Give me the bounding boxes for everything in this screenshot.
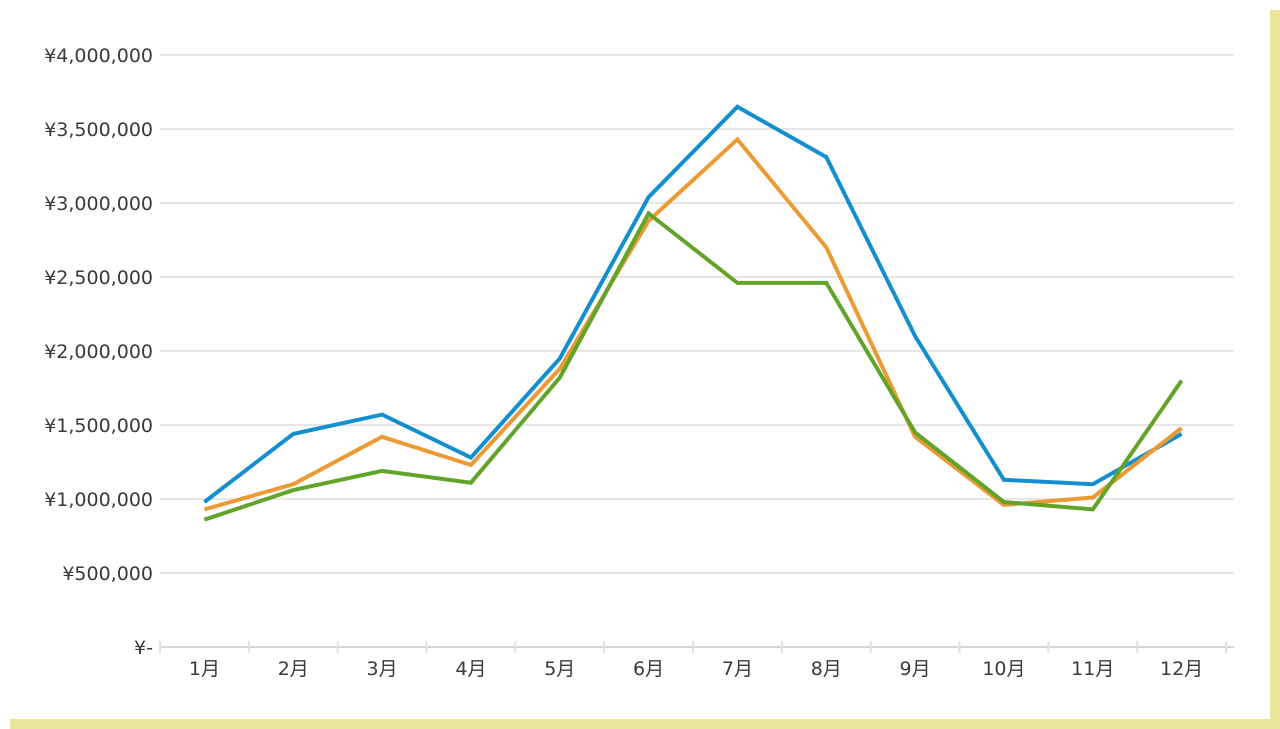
x-tick-label: 10月 — [982, 658, 1025, 680]
y-tick-label: ¥3,000,000 — [44, 193, 153, 215]
series-line-1 — [203, 104, 1183, 504]
y-tick-label: ¥2,500,000 — [44, 267, 153, 289]
x-axis — [159, 641, 1234, 653]
y-tick-label: ¥3,500,000 — [44, 119, 153, 141]
y-tick-label: ¥1,500,000 — [44, 415, 153, 437]
y-axis-labels: ¥- ¥500,000 ¥1,000,000 ¥1,500,000 ¥2,000,000… — [44, 45, 153, 659]
series-line-2 — [203, 136, 1183, 512]
x-axis-labels: 1月 2月 3月 4月 5月 6月 7月 8月 9月 10月 11月 12月 — [189, 658, 1203, 680]
card-shadow-right — [1270, 10, 1280, 729]
y-tick-label: ¥2,000,000 — [44, 341, 153, 363]
x-tick-label: 11月 — [1071, 658, 1114, 680]
chart-card: ¥- ¥500,000 ¥1,000,000 ¥1,500,000 ¥2,000,000… — [44, 45, 1234, 680]
x-tick-label: 1月 — [189, 658, 220, 680]
x-tick-label: 7月 — [722, 658, 753, 680]
y-tick-label: ¥4,000,000 — [44, 45, 153, 67]
x-tick-label: 4月 — [455, 658, 486, 680]
card-shadow-bottom — [10, 719, 1280, 729]
series-line-3 — [203, 210, 1184, 522]
series-lines — [203, 104, 1184, 522]
x-tick-label: 6月 — [633, 658, 664, 680]
y-tick-label: ¥- — [134, 637, 153, 659]
x-tick-label: 8月 — [811, 658, 842, 680]
y-tick-label: ¥1,000,000 — [44, 489, 153, 511]
x-tick-label: 9月 — [900, 658, 931, 680]
x-tick-label: 3月 — [367, 658, 398, 680]
gridlines — [160, 54, 1234, 574]
line-chart: ¥- ¥500,000 ¥1,000,000 ¥1,500,000 ¥2,000,000… — [44, 45, 1234, 680]
x-tick-label: 12月 — [1160, 658, 1203, 680]
x-tick-label: 2月 — [278, 658, 309, 680]
x-tick-label: 5月 — [544, 658, 575, 680]
y-tick-label: ¥500,000 — [62, 563, 153, 585]
